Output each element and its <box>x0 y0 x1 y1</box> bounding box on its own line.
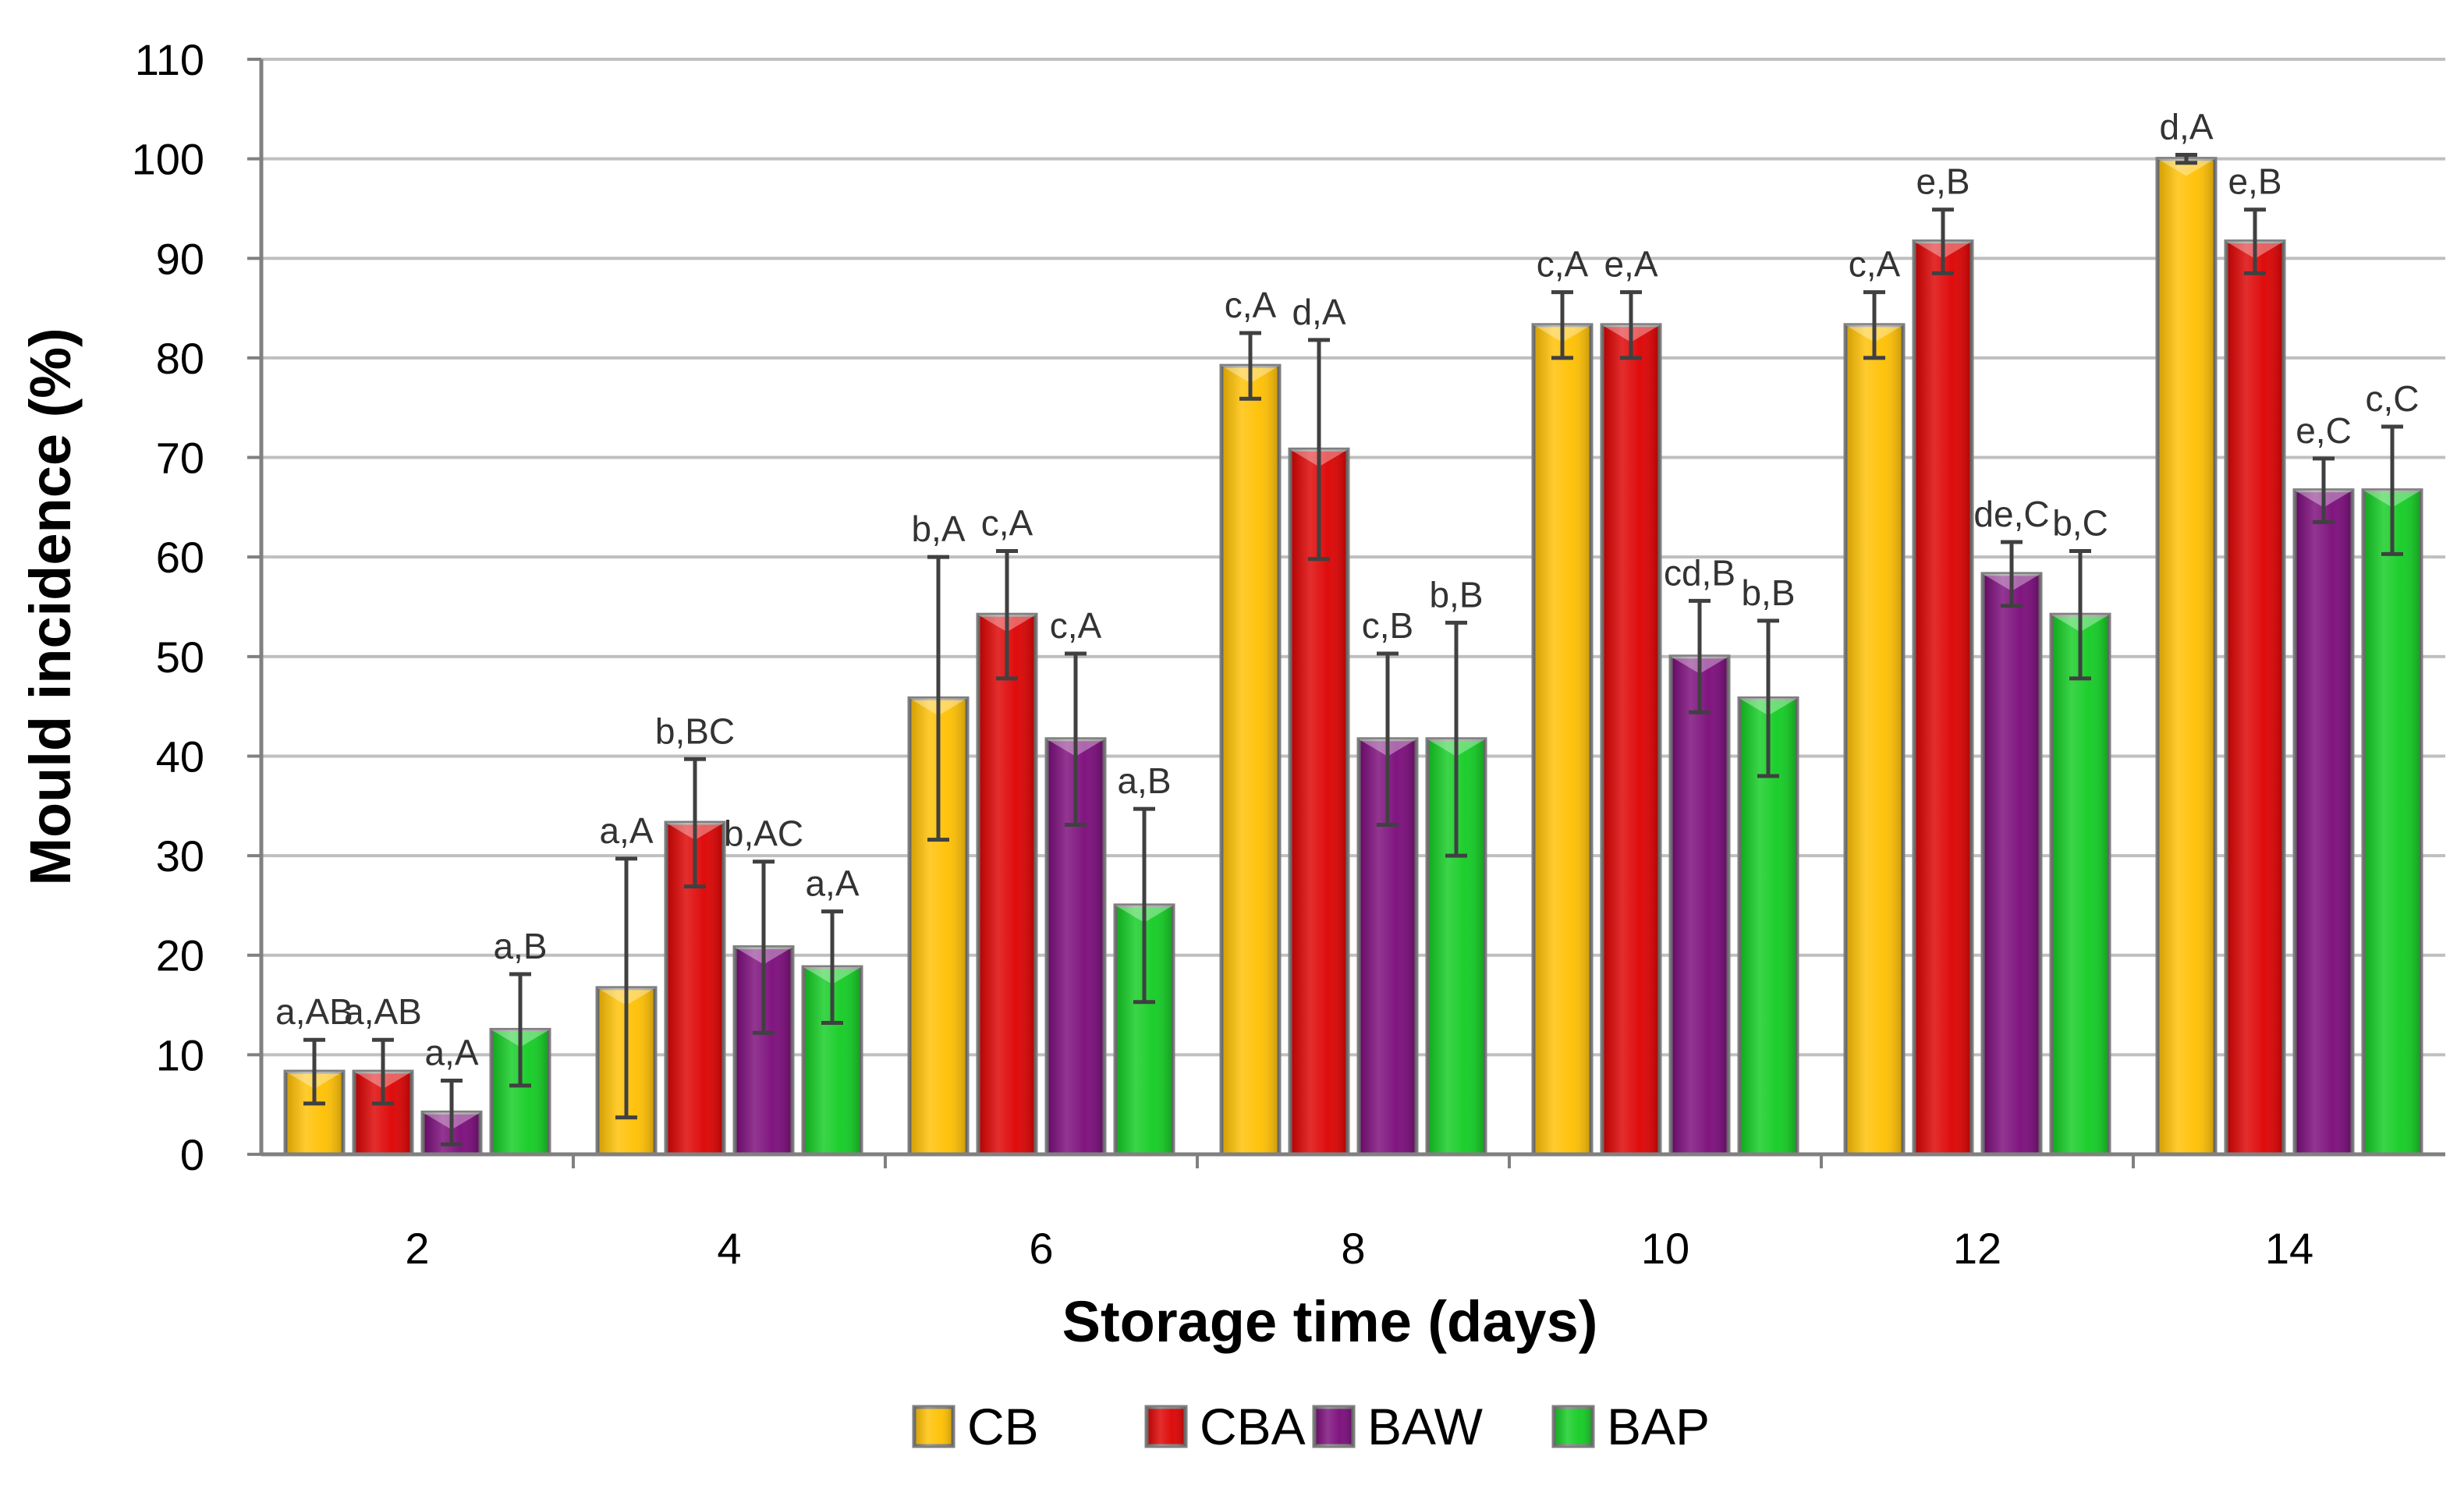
y-tick-label: 50 <box>156 633 204 682</box>
bar-cap <box>2157 158 2215 176</box>
y-tick-label: 10 <box>156 1030 204 1079</box>
bar-CBA-8 <box>1288 447 1350 1157</box>
bar-BAW-12 <box>1980 572 2043 1157</box>
error-bars <box>303 153 2403 1147</box>
bar-label-BAP-8: b,B <box>1429 574 1483 615</box>
bar-shine <box>978 615 1036 1154</box>
bar-shine <box>2295 490 2352 1154</box>
tick-labels: 0 10 20 30 40 50 60 70 80 90 100 110 2 4 6 8 10 12 14 <box>132 35 2314 1273</box>
legend-item-CB: CB <box>912 1398 1039 1455</box>
bar-shine <box>1290 449 1348 1154</box>
bar-label-CBA-2: a,AB <box>344 991 422 1032</box>
bar-BAP-14 <box>2361 488 2423 1157</box>
legend-label: BAP <box>1607 1398 1710 1455</box>
bar-shine <box>1983 573 2040 1154</box>
y-axis-title: Mould incidence (%) <box>18 328 83 885</box>
bar-label-BAW-6: c,A <box>1050 605 1102 646</box>
bar-shine <box>1221 366 1279 1154</box>
bar-label-CB-4: a,A <box>599 810 653 851</box>
legend-swatch-shine <box>914 1407 953 1446</box>
bar-label-CB-14: d,A <box>2159 107 2213 147</box>
bar-label-CB-12: c,A <box>1849 244 1901 285</box>
bar-label-CBA-8: d,A <box>1292 292 1345 332</box>
bar-BAW-14 <box>2292 488 2355 1157</box>
bar-label-BAW-4: b,AC <box>724 813 803 854</box>
bar-label-CBA-6: c,A <box>981 503 1033 544</box>
bar-shine <box>2157 158 2215 1155</box>
bar-label-CB-8: c,A <box>1225 285 1277 325</box>
bar-label-CBA-12: e,B <box>1916 161 1969 202</box>
bar-CBA-14 <box>2224 239 2286 1157</box>
axes <box>259 59 2445 1168</box>
legend-item-BAP: BAP <box>1551 1398 1710 1455</box>
y-tick-label: 60 <box>156 533 204 582</box>
bar-CB-14 <box>2155 157 2218 1157</box>
bar-BAW-4 <box>732 945 795 1157</box>
bar-BAP-4 <box>801 965 863 1157</box>
legend-swatch-shine <box>1554 1407 1593 1446</box>
x-tick-label: 8 <box>1341 1224 1365 1273</box>
bar-CB-8 <box>1219 363 1282 1157</box>
x-tick-label: 2 <box>405 1224 429 1273</box>
y-tick-label: 110 <box>135 35 204 84</box>
bar-label-BAW-12: de,C <box>1973 494 2049 534</box>
bar-label-BAP-6: a,B <box>1117 760 1171 801</box>
y-tick-label: 0 <box>180 1130 204 1179</box>
legend-item-BAW: BAW <box>1312 1398 1484 1455</box>
bar-CB-10 <box>1531 323 1594 1157</box>
bar-shine <box>1914 241 1972 1154</box>
legend-label: CB <box>967 1398 1039 1455</box>
x-tick-label: 4 <box>717 1224 741 1273</box>
bar-CB-12 <box>1843 323 1906 1157</box>
legend-item-CBA: CBA <box>1144 1398 1306 1455</box>
bar-label-CB-2: a,AB <box>275 991 353 1032</box>
bar-shine <box>1671 656 1728 1154</box>
bar-label-BAP-14: c,C <box>2366 378 2420 419</box>
bar-label-BAP-4: a,A <box>805 863 859 904</box>
x-tick-label: 10 <box>1641 1224 1689 1273</box>
bar-shine <box>2363 490 2421 1154</box>
bar-CBA-12 <box>1912 239 1974 1157</box>
x-tick-label: 14 <box>2265 1224 2313 1273</box>
x-tick-label: 12 <box>1953 1224 2001 1273</box>
bars <box>283 157 2423 1157</box>
bar-shine <box>1602 324 1660 1155</box>
bar-label-BAW-2: a,A <box>424 1033 478 1073</box>
legend-label: BAW <box>1367 1398 1484 1455</box>
bar-CBA-10 <box>1600 323 1662 1157</box>
y-tick-label: 40 <box>156 732 204 781</box>
bar-shine <box>2226 241 2284 1154</box>
bar-shine <box>1845 324 1903 1155</box>
bar-label-BAP-12: b,C <box>2052 503 2108 544</box>
bar-label-BAW-10: cd,B <box>1664 552 1735 593</box>
y-tick-label: 100 <box>132 135 204 184</box>
bar-label-CB-6: b,A <box>911 509 965 549</box>
legend-swatch-shine <box>1147 1407 1186 1446</box>
bar-CBA-6 <box>976 612 1038 1157</box>
bar-label-BAW-14: e,C <box>2296 410 2352 451</box>
legend-swatch-shine <box>1314 1407 1353 1446</box>
y-tick-label: 30 <box>156 831 204 881</box>
y-tick-label: 90 <box>156 234 204 283</box>
bar-label-BAP-10: b,B <box>1741 572 1795 613</box>
bar-label-CB-10: c,A <box>1537 244 1589 285</box>
bar-label-CBA-14: e,B <box>2228 161 2281 202</box>
bar-BAP-12 <box>2049 612 2111 1157</box>
x-axis-title: Storage time (days) <box>1062 1289 1598 1354</box>
bar-labels: a,ABa,Ab,Ac,Ac,A c,Ad,Aa,ABb,BCc,Ad,Ae,Ae… <box>275 107 2419 1073</box>
bar-shine <box>1533 324 1591 1155</box>
bar-shine <box>2051 615 2109 1154</box>
y-tick-label: 70 <box>156 434 204 483</box>
bar-label-BAW-8: c,B <box>1362 605 1413 646</box>
bar-label-BAP-2: a,B <box>493 926 547 966</box>
legend-label: CBA <box>1200 1398 1306 1455</box>
x-tick-label: 6 <box>1029 1224 1053 1273</box>
bar-BAW-10 <box>1668 654 1731 1157</box>
bar-label-CBA-4: b,BC <box>655 711 735 751</box>
legend: CB CBA BAW BAP <box>912 1398 1710 1455</box>
bar-label-CBA-10: e,A <box>1604 244 1657 285</box>
y-tick-label: 80 <box>156 334 204 383</box>
y-tick-label: 20 <box>156 931 204 980</box>
